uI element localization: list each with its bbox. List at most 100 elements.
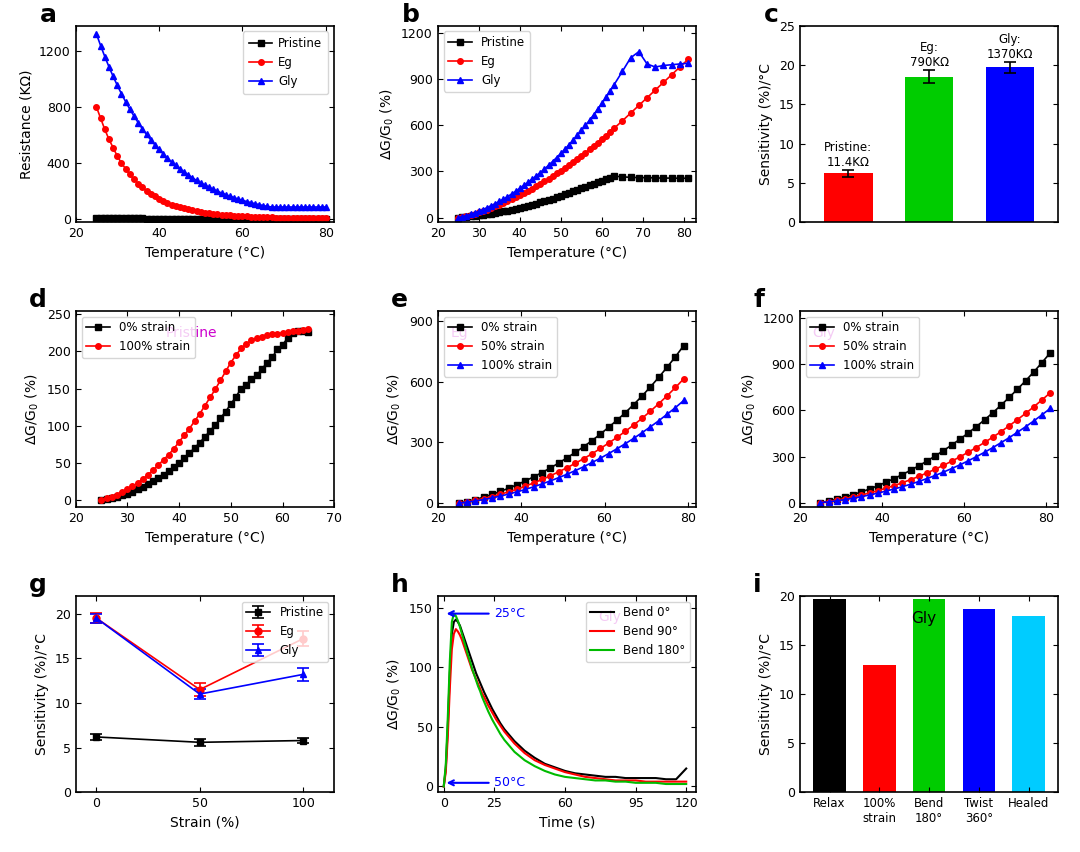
100% strain [95, 495, 108, 505]
50% strain [544, 471, 557, 481]
Bar [824, 174, 873, 222]
Text: h: h [391, 573, 409, 596]
Gly [588, 110, 600, 120]
Line: Pristine: Pristine [94, 215, 328, 222]
0% strain [863, 484, 876, 494]
0% strain [162, 466, 175, 476]
Eg [538, 176, 551, 187]
Bend 180° [498, 734, 511, 745]
Gly [563, 140, 576, 150]
Gly [460, 210, 473, 221]
50% strain [929, 464, 942, 475]
100% strain [225, 358, 238, 368]
0% strain [204, 426, 217, 436]
Legend: Bend 0°, Bend 90°, Bend 180°: Bend 0°, Bend 90°, Bend 180° [585, 602, 690, 662]
0% strain [131, 484, 144, 494]
100% strain [831, 496, 843, 506]
Bend 180° [609, 776, 622, 786]
Gly [592, 104, 605, 114]
Pristine [546, 193, 559, 204]
Bend 0° [468, 662, 481, 672]
X-axis label: Temperature (°C): Temperature (°C) [145, 245, 265, 260]
0% strain [913, 461, 926, 471]
0% strain [1011, 384, 1024, 394]
Bend 90° [474, 683, 487, 694]
100% strain [131, 478, 144, 488]
Bend 90° [463, 659, 476, 669]
Bend 0° [445, 629, 458, 639]
Gly [649, 62, 662, 72]
50% strain [1036, 394, 1049, 405]
Pristine [468, 211, 481, 222]
Bend 90° [443, 683, 456, 694]
Text: Pristine:
11.4KΩ: Pristine: 11.4KΩ [824, 141, 873, 169]
Line: 0% strain: 0% strain [98, 328, 311, 503]
Bend 90° [459, 647, 472, 657]
Bend 180° [518, 755, 531, 765]
50% strain [1043, 388, 1056, 398]
100% strain [121, 484, 134, 494]
Pristine [320, 214, 333, 224]
Bend 180° [639, 778, 652, 788]
0% strain [636, 391, 649, 401]
Bend 90° [470, 674, 483, 684]
Line: 0% strain: 0% strain [456, 343, 687, 506]
Bend 180° [472, 682, 485, 692]
Pristine [476, 210, 489, 220]
Bend 90° [579, 772, 592, 782]
Bend 90° [472, 679, 485, 689]
50% strain [855, 490, 868, 500]
0% strain [610, 415, 623, 425]
Eg [492, 199, 505, 210]
Bend 90° [486, 707, 499, 717]
Eg [579, 147, 592, 158]
Bend 90° [477, 692, 490, 702]
Pristine [567, 187, 580, 197]
Line: 100% strain: 100% strain [818, 406, 1053, 505]
Bar [905, 77, 954, 222]
0% strain [477, 492, 490, 502]
Bend 90° [528, 755, 541, 765]
Text: g: g [29, 573, 46, 596]
Pristine [624, 172, 637, 182]
0% strain [814, 498, 827, 508]
Bar [1012, 616, 1044, 792]
100% strain [847, 493, 860, 504]
50% strain [814, 498, 827, 508]
Text: Pristine: Pristine [166, 326, 218, 341]
Bend 180° [461, 650, 474, 660]
Gly [501, 192, 514, 202]
Bend 90° [451, 626, 464, 636]
Bend 180° [458, 636, 471, 646]
100% strain [544, 475, 557, 486]
0% strain [502, 483, 515, 493]
Gly [542, 160, 555, 170]
Line: 100% strain: 100% strain [98, 326, 311, 503]
0% strain [961, 428, 974, 438]
Eg [90, 102, 103, 112]
Line: 50% strain: 50% strain [818, 390, 1053, 505]
Pristine [558, 189, 571, 199]
50% strain [453, 498, 465, 509]
100% strain [251, 333, 264, 343]
Bend 180° [451, 616, 464, 626]
Bend 180° [670, 779, 683, 789]
Pristine [266, 214, 279, 224]
Y-axis label: ΔG/G$_0$ (%): ΔG/G$_0$ (%) [386, 373, 404, 445]
Eg [674, 62, 687, 72]
Bend 180° [477, 697, 490, 707]
0% strain [937, 446, 950, 456]
Gly [485, 201, 498, 211]
Bend 180° [494, 728, 507, 739]
0% strain [106, 493, 119, 504]
Gly [481, 203, 494, 213]
Bend 0° [442, 722, 455, 732]
0% strain [544, 463, 557, 473]
100% strain [494, 491, 507, 501]
Bend 0° [670, 774, 683, 785]
100% strain [644, 422, 657, 432]
Bend 180° [558, 772, 571, 782]
0% strain [594, 429, 607, 440]
Bar [813, 599, 846, 792]
Bar [962, 608, 995, 792]
